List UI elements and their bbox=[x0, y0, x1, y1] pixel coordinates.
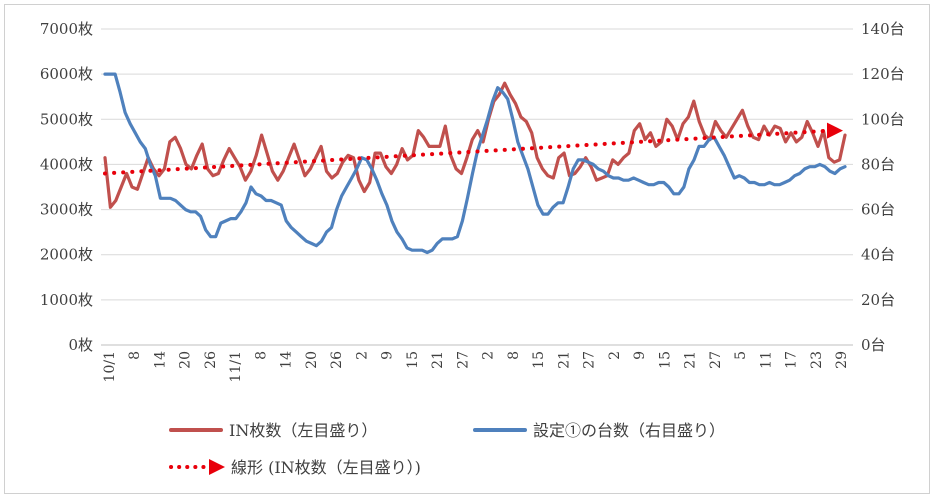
trendline-arrowhead bbox=[827, 122, 843, 139]
x-tick-label: 27 bbox=[455, 351, 471, 369]
left-tick-label: 2000枚 bbox=[40, 246, 93, 264]
x-tick-label: 9 bbox=[632, 351, 648, 360]
right-tick-label: 140台 bbox=[861, 20, 905, 38]
x-tick-label: 26 bbox=[203, 351, 219, 369]
left-tick-label: 6000枚 bbox=[40, 65, 93, 83]
x-tick-label: 21 bbox=[556, 351, 572, 369]
x-tick-label: 27 bbox=[708, 351, 724, 369]
right-tick-label: 60台 bbox=[861, 201, 895, 219]
left-tick-label: 5000枚 bbox=[40, 110, 93, 128]
legend: IN枚数（左目盛り） 設定①の台数（右目盛り） 線形 (IN枚数（左目盛り）) bbox=[169, 421, 725, 477]
x-tick-label: 29 bbox=[834, 351, 850, 369]
x-tick-label: 23 bbox=[809, 351, 825, 369]
legend-label: 設定①の台数（右目盛り） bbox=[533, 421, 725, 440]
left-tick-label: 3000枚 bbox=[40, 201, 93, 219]
right-tick-label: 40台 bbox=[861, 246, 895, 264]
x-tick-label: 15 bbox=[405, 351, 421, 369]
x-tick-label: 26 bbox=[329, 351, 345, 369]
x-tick-label: 8 bbox=[506, 351, 522, 360]
left-tick-label: 7000枚 bbox=[40, 20, 93, 38]
legend-label: IN枚数（左目盛り） bbox=[229, 421, 377, 440]
x-tick-label: 17 bbox=[784, 351, 800, 369]
x-tick-label: 20 bbox=[304, 351, 320, 369]
right-tick-label: 120台 bbox=[861, 65, 905, 83]
x-tick-label: 15 bbox=[657, 351, 673, 369]
right-tick-label: 100台 bbox=[861, 110, 905, 128]
gridlines bbox=[101, 28, 853, 346]
x-tick-label: 2 bbox=[607, 351, 623, 360]
x-tick-label: 5 bbox=[733, 351, 749, 360]
x-tick-label: 2 bbox=[481, 351, 497, 360]
right-axis-ticks: 0台 20台 40台 60台 80台 100台 120台 140台 bbox=[861, 20, 905, 354]
right-tick-label: 20台 bbox=[861, 291, 895, 309]
legend-label: 線形 (IN枚数（左目盛り）) bbox=[231, 458, 421, 477]
x-tick-label: 9 bbox=[380, 351, 396, 360]
x-tick-label: 20 bbox=[178, 351, 194, 369]
x-tick-label: 11 bbox=[758, 351, 774, 369]
legend-arrow-swatch bbox=[209, 459, 225, 475]
x-tick-label: 14 bbox=[279, 351, 295, 369]
x-tick-label: 8 bbox=[253, 351, 269, 360]
left-tick-label: 4000枚 bbox=[40, 155, 93, 173]
series-lines bbox=[103, 72, 847, 255]
x-tick-label: 2 bbox=[354, 351, 370, 360]
x-tick-label: 11/1 bbox=[228, 351, 244, 382]
left-tick-label: 0枚 bbox=[68, 336, 93, 354]
x-tick-label: 15 bbox=[531, 351, 547, 369]
chart-frame: 0枚 1000枚 2000枚 3000枚 4000枚 5000枚 6000枚 7000枚 0台… bbox=[4, 4, 930, 494]
x-tick-label: 8 bbox=[127, 351, 143, 360]
x-tick-label: 21 bbox=[430, 351, 446, 369]
x-tick-label: 14 bbox=[152, 351, 168, 369]
x-axis-ticks: 10/1 8 14 20 26 11/1 8 14 20 26 2 9 15 21 27 2 8 15 21 27 2 9… bbox=[102, 351, 850, 383]
left-axis-ticks: 0枚 1000枚 2000枚 3000枚 4000枚 5000枚 6000枚 7000枚 bbox=[40, 20, 93, 354]
x-tick-label: 27 bbox=[582, 351, 598, 369]
right-tick-label: 80台 bbox=[861, 155, 895, 173]
series-line-in-count bbox=[103, 81, 847, 209]
right-tick-label: 0台 bbox=[861, 336, 886, 354]
series-line-setting1-count bbox=[103, 72, 847, 255]
x-tick-label: 10/1 bbox=[102, 351, 118, 382]
left-tick-label: 1000枚 bbox=[40, 291, 93, 309]
x-tick-label: 21 bbox=[683, 351, 699, 369]
line-chart: 0枚 1000枚 2000枚 3000枚 4000枚 5000枚 6000枚 7000枚 0台… bbox=[40, 20, 905, 477]
trendline bbox=[103, 128, 833, 176]
